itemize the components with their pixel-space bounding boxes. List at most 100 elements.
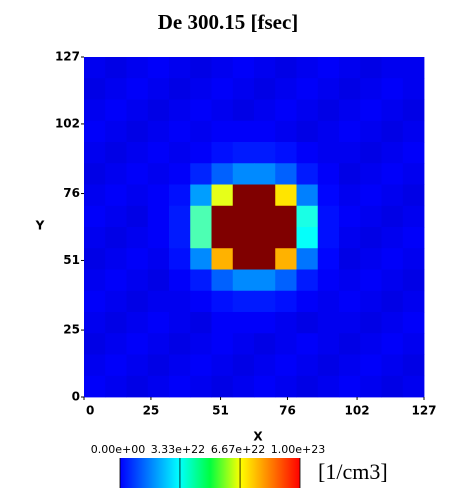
heatmap-cell <box>296 184 319 207</box>
heatmap-cell <box>147 269 170 292</box>
heatmap-cell <box>147 78 170 100</box>
heatmap-cell <box>317 248 340 270</box>
heatmap-cell <box>169 184 191 207</box>
heatmap-cell <box>105 312 127 334</box>
heatmap-cell <box>211 269 234 292</box>
colorbar-tick-label: 6.67e+22 <box>211 443 265 456</box>
heatmap-cell <box>126 375 149 398</box>
heatmap-cell <box>105 78 127 100</box>
heatmap-cell <box>126 142 149 164</box>
heatmap-cell <box>339 227 361 249</box>
heatmap-cell <box>402 142 425 164</box>
heatmap-cell <box>147 142 170 164</box>
heatmap-cell <box>211 248 234 270</box>
x-tick-label: 25 <box>143 404 160 418</box>
x-tick-label: 127 <box>411 404 436 418</box>
heatmap-cell <box>317 163 340 185</box>
heatmap-cell <box>84 163 106 185</box>
heatmap-cell <box>402 163 425 185</box>
heatmap-cell <box>339 375 361 398</box>
heatmap-cell <box>147 99 170 122</box>
x-tick-label: 51 <box>212 404 229 418</box>
heatmap-cell <box>190 290 212 313</box>
heatmap-cell <box>147 205 170 228</box>
colorbar-tick-label: 0.00e+00 <box>91 443 145 456</box>
heatmap-cell <box>190 57 212 79</box>
heatmap-cell <box>275 312 297 334</box>
heatmap-cell <box>381 184 404 207</box>
heatmap-cell <box>169 78 191 100</box>
heatmap-cell <box>360 142 382 164</box>
heatmap-cell <box>84 205 106 228</box>
heatmap-cell <box>339 333 361 355</box>
heatmap-cell <box>147 375 170 398</box>
heatmap-cell <box>381 375 404 398</box>
heatmap-cell <box>84 78 106 100</box>
colorbar <box>120 458 300 488</box>
heatmap-cell <box>211 205 234 228</box>
heatmap-cell <box>126 57 149 79</box>
heatmap-cell <box>84 269 106 292</box>
heatmap-cell <box>381 290 404 313</box>
heatmap-cell <box>84 142 106 164</box>
x-tick-label: 76 <box>279 404 296 418</box>
heatmap-cell <box>381 205 404 228</box>
x-tick-label: 102 <box>345 404 370 418</box>
heatmap-cell <box>211 227 234 249</box>
heatmap-cell <box>317 354 340 377</box>
heatmap-cell <box>169 205 191 228</box>
heatmap-cell <box>84 99 106 122</box>
heatmap-cell <box>84 312 106 334</box>
heatmap-cell <box>211 142 234 164</box>
heatmap-cell <box>275 57 297 79</box>
heatmap-cell <box>339 57 361 79</box>
heatmap-cell <box>381 269 404 292</box>
heatmap-cell <box>190 205 212 228</box>
heatmap-cell <box>381 333 404 355</box>
heatmap-cell <box>190 248 212 270</box>
heatmap-cell <box>296 333 319 355</box>
heatmap-cell <box>232 184 255 207</box>
heatmap-cell <box>254 205 276 228</box>
heatmap-cell <box>232 120 255 143</box>
heatmap-cell <box>339 269 361 292</box>
heatmap-cell <box>402 290 425 313</box>
heatmap-cell <box>402 312 425 334</box>
heatmap-cell <box>232 78 255 100</box>
heatmap-cell <box>339 184 361 207</box>
heatmap-cell <box>126 184 149 207</box>
heatmap-cell <box>190 120 212 143</box>
heatmap-cell <box>339 120 361 143</box>
heatmap-cell <box>232 142 255 164</box>
heatmap-cell <box>147 227 170 249</box>
heatmap-cell <box>126 269 149 292</box>
y-tick-label: 76 <box>63 186 80 200</box>
heatmap-cell <box>232 312 255 334</box>
heatmap-cell <box>317 269 340 292</box>
heatmap-cell <box>296 142 319 164</box>
heatmap-cell <box>296 99 319 122</box>
heatmap-cell <box>147 312 170 334</box>
heatmap-cell <box>211 354 234 377</box>
heatmap-cell <box>232 205 255 228</box>
heatmap-cell <box>232 163 255 185</box>
heatmap-cell <box>126 99 149 122</box>
heatmap-cell <box>169 290 191 313</box>
heatmap-cell <box>126 120 149 143</box>
heatmap-cell <box>211 99 234 122</box>
heatmap-cell <box>360 227 382 249</box>
heatmap-cell <box>339 290 361 313</box>
heatmap-cell <box>190 269 212 292</box>
y-tick-label: 51 <box>63 253 80 267</box>
heatmap-cell <box>381 78 404 100</box>
heatmap-cell <box>84 57 106 79</box>
heatmap-cell <box>254 78 276 100</box>
heatmap-cell <box>275 354 297 377</box>
heatmap-cell <box>254 99 276 122</box>
heatmap-cell <box>254 163 276 185</box>
y-tick-label: 127 <box>55 50 80 64</box>
heatmap-cell <box>402 205 425 228</box>
heatmap-cell <box>211 57 234 79</box>
